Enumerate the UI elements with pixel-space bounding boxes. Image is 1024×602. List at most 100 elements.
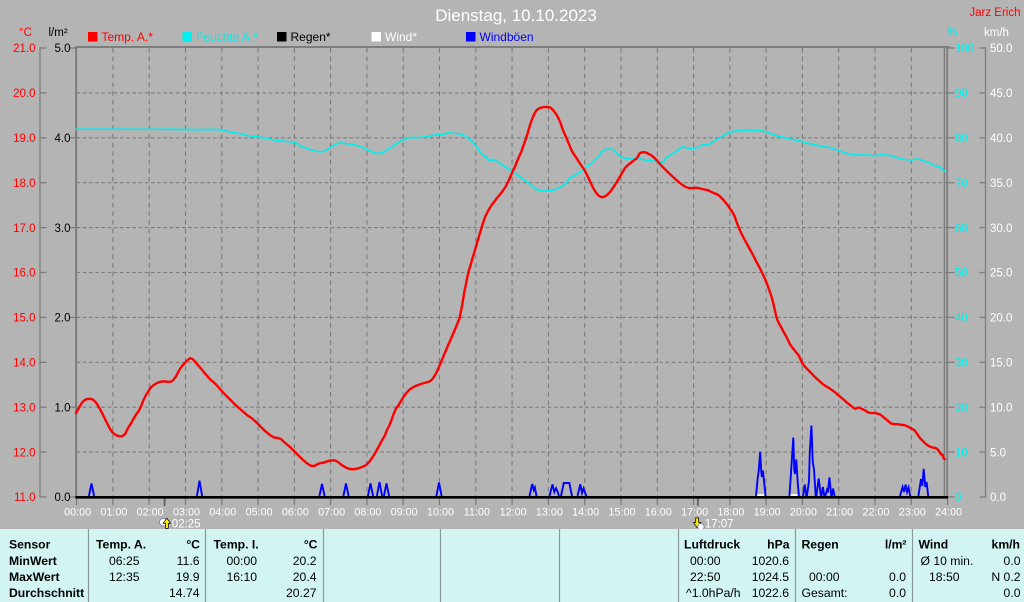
svg-text:21:00: 21:00 (826, 507, 853, 519)
svg-text:100: 100 (955, 43, 974, 55)
svg-text:30.0: 30.0 (990, 223, 1012, 235)
svg-text:°C: °C (19, 27, 32, 39)
svg-text:50: 50 (955, 268, 968, 280)
svg-text:2.0: 2.0 (55, 313, 71, 325)
svg-text:20.0: 20.0 (13, 88, 35, 100)
svg-text:14.0: 14.0 (13, 358, 35, 370)
svg-text:11.0: 11.0 (14, 492, 36, 504)
svg-text:11:00: 11:00 (464, 507, 490, 519)
svg-text:20.0: 20.0 (990, 313, 1012, 325)
svg-text:20.4: 20.4 (293, 570, 317, 584)
svg-text:20: 20 (955, 402, 968, 414)
svg-text:hPa: hPa (767, 538, 790, 552)
svg-text:Sensor: Sensor (9, 538, 51, 552)
svg-text:17:00: 17:00 (681, 507, 708, 519)
svg-text:°C: °C (186, 538, 200, 552)
svg-text:15.0: 15.0 (990, 358, 1012, 370)
svg-text:01:00: 01:00 (100, 507, 127, 519)
svg-text:km/h: km/h (992, 538, 1020, 552)
svg-text:20.27: 20.27 (286, 586, 317, 600)
svg-text:35.0: 35.0 (990, 178, 1012, 190)
svg-text:40.0: 40.0 (990, 133, 1012, 145)
svg-text:12.0: 12.0 (13, 447, 35, 459)
svg-text:13.0: 13.0 (13, 402, 35, 414)
svg-text:21.0: 21.0 (13, 43, 35, 55)
svg-text:0.0: 0.0 (889, 586, 906, 600)
svg-text:20:00: 20:00 (790, 507, 817, 519)
svg-text:Temp. I.: Temp. I. (214, 538, 259, 552)
svg-text:19.9: 19.9 (176, 570, 200, 584)
svg-text:l/m²: l/m² (49, 27, 68, 39)
svg-text:40: 40 (955, 313, 968, 325)
svg-text:00:00: 00:00 (809, 570, 840, 584)
svg-text:09:00: 09:00 (391, 507, 418, 519)
svg-text:Temp. A.: Temp. A. (96, 538, 146, 552)
svg-text:0: 0 (955, 492, 961, 504)
svg-text:10:00: 10:00 (427, 507, 454, 519)
svg-text:19:00: 19:00 (754, 507, 781, 519)
svg-text:0.0: 0.0 (990, 492, 1006, 504)
svg-text:3.0: 3.0 (55, 223, 71, 235)
svg-text:22:00: 22:00 (862, 507, 889, 519)
svg-text:5.0: 5.0 (990, 447, 1006, 459)
svg-text:16.0: 16.0 (13, 268, 35, 280)
svg-text:0.0: 0.0 (1004, 554, 1021, 568)
svg-text:0.0: 0.0 (55, 492, 71, 504)
svg-text:20.2: 20.2 (293, 554, 317, 568)
svg-text:0.0: 0.0 (1004, 586, 1021, 600)
svg-text:00:00: 00:00 (227, 554, 258, 568)
svg-text:02:00: 02:00 (137, 507, 164, 519)
svg-text:5.0: 5.0 (55, 43, 71, 55)
svg-text:l/m²: l/m² (885, 538, 907, 552)
svg-text:08:00: 08:00 (354, 507, 381, 519)
svg-text:Gesamt:: Gesamt: (802, 586, 848, 600)
svg-text:06:25: 06:25 (109, 554, 140, 568)
svg-text:18:50: 18:50 (929, 570, 960, 584)
svg-text:Dienstag, 10.10.2023: Dienstag, 10.10.2023 (435, 6, 597, 25)
svg-text:60: 60 (955, 223, 968, 235)
svg-text:Durchschnitt: Durchschnitt (9, 586, 84, 600)
svg-text:00:00: 00:00 (64, 507, 91, 519)
svg-text:70: 70 (955, 178, 968, 190)
svg-text:13:00: 13:00 (536, 507, 563, 519)
svg-text:12:00: 12:00 (500, 507, 527, 519)
svg-text:15:00: 15:00 (608, 507, 635, 519)
svg-text:Jarz Erich: Jarz Erich (969, 7, 1020, 19)
svg-text:18:00: 18:00 (717, 507, 744, 519)
svg-text:23:00: 23:00 (899, 507, 926, 519)
svg-text:11.6: 11.6 (177, 554, 200, 568)
svg-text:MinWert: MinWert (9, 554, 57, 568)
svg-text:km/h: km/h (984, 27, 1009, 39)
svg-text:0.0: 0.0 (889, 570, 906, 584)
svg-text:Ø 10 min.: Ø 10 min. (921, 554, 974, 568)
svg-text:16:10: 16:10 (227, 570, 258, 584)
svg-text:Feuchte A.*: Feuchte A.* (196, 30, 258, 44)
svg-text:24:00: 24:00 (935, 507, 962, 519)
svg-text:50.0: 50.0 (990, 43, 1012, 55)
svg-text:Wind: Wind (919, 538, 949, 552)
svg-text:15.0: 15.0 (13, 313, 35, 325)
svg-text:Temp. A.*: Temp. A.* (102, 30, 154, 44)
svg-text:°C: °C (304, 538, 318, 552)
svg-text:Windböen: Windböen (480, 30, 534, 44)
svg-text:12:35: 12:35 (109, 570, 140, 584)
svg-text:19.0: 19.0 (13, 133, 35, 145)
svg-text:Regen*: Regen* (291, 30, 331, 44)
svg-text:1020.6: 1020.6 (752, 554, 789, 568)
svg-text:05:00: 05:00 (246, 507, 273, 519)
svg-text:25.0: 25.0 (990, 268, 1012, 280)
svg-text:02:25: 02:25 (172, 518, 201, 530)
svg-text:03:00: 03:00 (173, 507, 200, 519)
svg-text:1024.5: 1024.5 (752, 570, 789, 584)
svg-text:17.0: 17.0 (13, 223, 35, 235)
svg-text:16:00: 16:00 (645, 507, 672, 519)
svg-text:04:00: 04:00 (209, 507, 236, 519)
svg-text:80: 80 (955, 133, 968, 145)
svg-text:00:00: 00:00 (690, 554, 721, 568)
svg-text:90: 90 (955, 88, 968, 100)
svg-text:14:00: 14:00 (572, 507, 599, 519)
svg-text:N 0.2: N 0.2 (991, 570, 1020, 584)
svg-text:22:50: 22:50 (690, 570, 721, 584)
svg-text:18.0: 18.0 (13, 178, 35, 190)
svg-text:^1.0hPa/h: ^1.0hPa/h (686, 586, 741, 600)
